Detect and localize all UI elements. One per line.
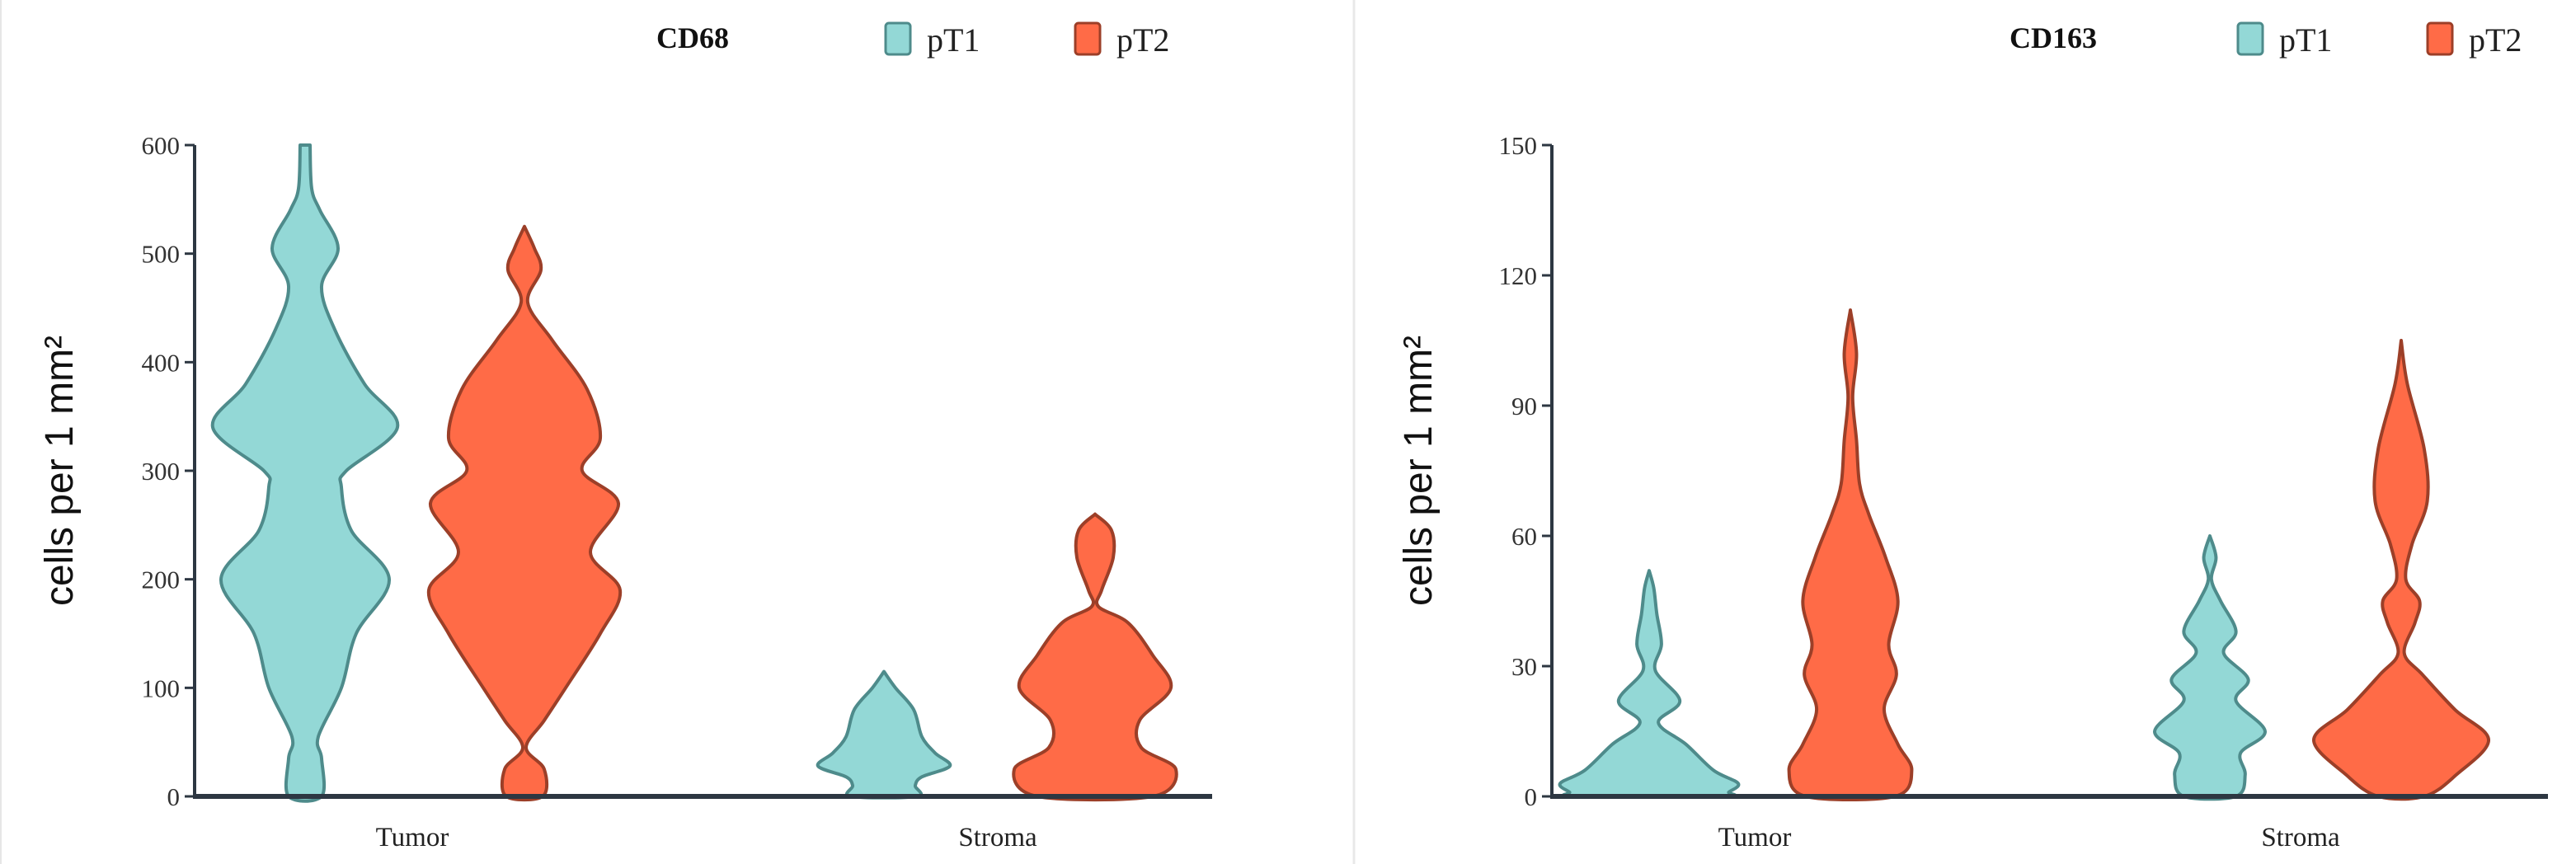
y-tick-label: 30 [1511,652,1537,681]
y-tick-label: 90 [1511,392,1537,420]
y-tick-label: 300 [142,457,181,486]
legend-swatch-pt1 [2236,21,2264,56]
legend-label: pT1 [2279,21,2332,59]
violin-tumor-pt1 [1558,569,1741,799]
y-tick-label: 600 [142,131,181,160]
chart-panel-cd68: 0 100 200 300 400 500 600 Tumor Stroma cells per … [38,21,1212,852]
y-tick-label: 120 [1499,261,1538,290]
violin-tumor-pt1 [210,143,400,803]
y-axis-label: cells per 1 mm² [38,336,82,606]
legend-swatch-pt1 [884,21,912,56]
chart-panel-cd163: 0 30 60 90 120 150 Tumor Stroma cells per 1 mm² C… [1397,21,2548,852]
violin-tumor-pt2 [426,224,623,802]
x-tick-label: Tumor [376,823,449,852]
legend-swatch-pt2 [1074,21,1102,56]
y-tick-label: 0 [167,782,181,811]
legend-label: pT2 [1116,21,1169,59]
violin-stroma-pt2 [2311,339,2491,801]
x-tick-label: Stroma [2261,823,2340,852]
y-tick-label: 60 [1511,522,1537,551]
x-tick-label: Stroma [958,823,1037,852]
y-tick-label: 100 [142,674,181,702]
violin-stroma-pt1 [2153,534,2267,801]
violin-tumor-pt2 [1787,308,1914,801]
legend-label: pT2 [2469,21,2522,59]
chart-title: CD68 [656,21,729,54]
y-tick-label: 150 [1499,131,1538,160]
y-tick-label: 400 [142,348,181,377]
y-tick-label: 0 [1525,782,1538,811]
chart-title: CD163 [2010,21,2097,54]
y-axis-label: cells per 1 mm² [1397,336,1441,606]
violin-stroma-pt2 [1012,512,1178,802]
legend-label: pT1 [927,21,980,59]
legend-swatch-pt2 [2426,21,2454,56]
y-tick-label: 200 [142,566,181,594]
y-tick-label: 500 [142,240,181,269]
violin-stroma-pt1 [816,669,952,800]
x-tick-label: Tumor [1718,823,1792,852]
